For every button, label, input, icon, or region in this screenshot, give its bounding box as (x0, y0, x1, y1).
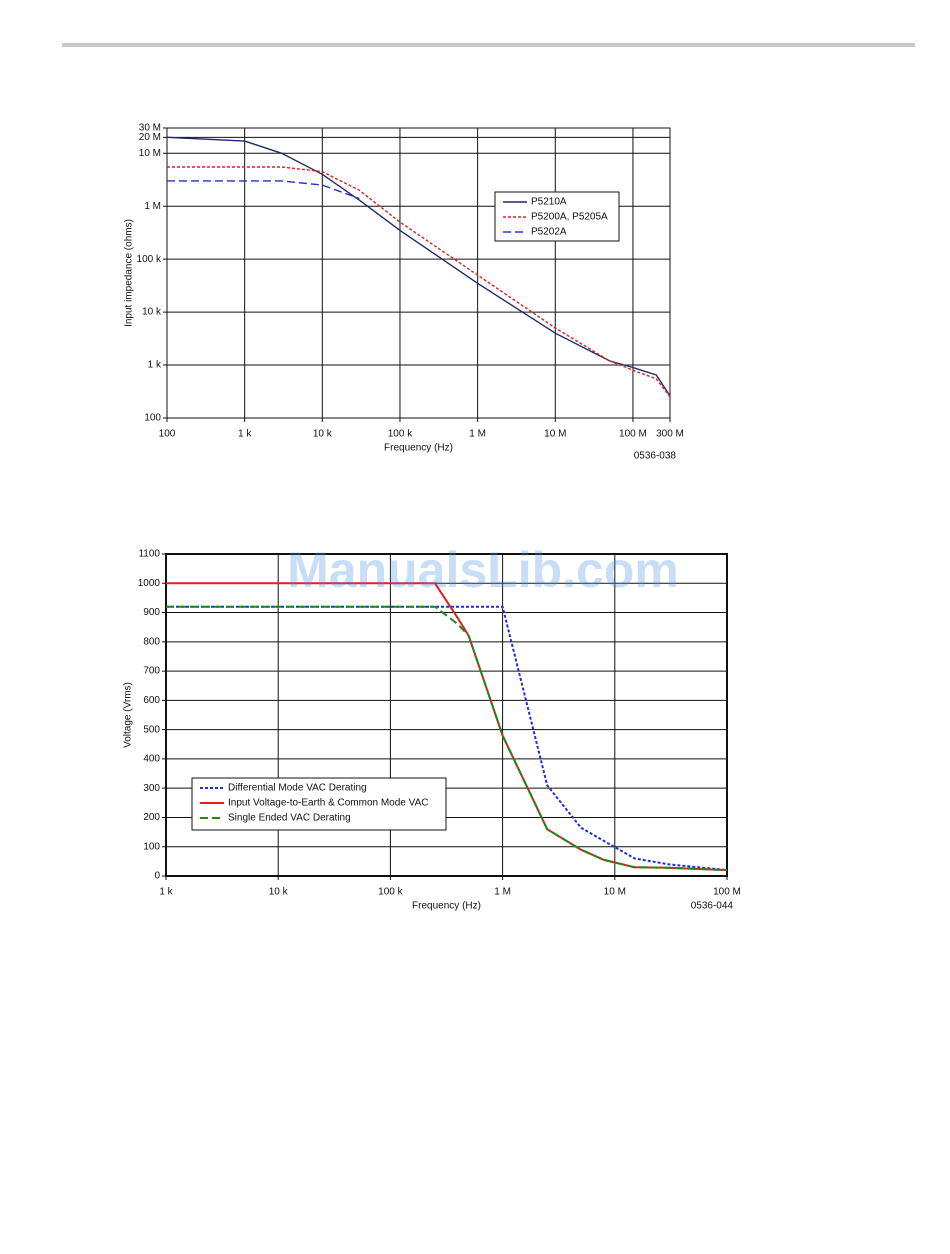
y-tick-label: 600 (143, 695, 160, 706)
y-tick-label: 10 k (142, 307, 162, 318)
legend-label: P5200A, P5205A (531, 212, 608, 223)
x-tick-label: 1 M (469, 429, 486, 440)
y-tick-label: 100 (144, 413, 161, 424)
y-tick-label: 1 M (144, 201, 161, 212)
y-tick-label: 200 (143, 812, 160, 823)
series-line (167, 180, 360, 200)
y-axis-label: Voltage (Vrms) (123, 682, 134, 748)
y-tick-label: 1 k (148, 360, 162, 371)
x-axis-label: Frequency (Hz) (384, 443, 453, 454)
y-tick-label: 30 M (139, 123, 161, 134)
legend-label: P5202A (531, 227, 567, 238)
watermark: ManualsLib.com (287, 542, 679, 598)
x-tick-label: 10 M (544, 429, 566, 440)
y-tick-label: 1100 (138, 549, 160, 560)
legend-box (494, 191, 620, 242)
x-tick-label: 100 k (388, 429, 413, 440)
plot-frame (166, 127, 671, 419)
x-tick-label: 1 M (494, 887, 511, 898)
y-tick-label: 900 (143, 607, 160, 618)
x-tick-label: 300 M (656, 429, 684, 440)
y-tick-label: 10 M (139, 148, 161, 159)
figure-code: 0536-044 (691, 901, 734, 912)
y-tick-label: 100 (143, 841, 160, 852)
header-rule (62, 43, 915, 47)
x-tick-label: 10 k (269, 887, 289, 898)
y-axis-label: Input impedance (ohms) (124, 219, 135, 327)
x-tick-label: 1 k (159, 887, 173, 898)
plot-frame (165, 553, 728, 877)
x-axis-label: Frequency (Hz) (412, 901, 481, 912)
y-tick-label: 1000 (138, 578, 161, 589)
y-tick-label: 100 k (137, 254, 162, 265)
series-line (166, 605, 728, 872)
y-tick-label: 20 M (139, 132, 161, 143)
series-line (166, 136, 671, 397)
x-tick-label: 10 M (604, 887, 626, 898)
series-line (167, 166, 671, 398)
series-line (166, 605, 728, 872)
x-tick-label: 100 M (713, 887, 741, 898)
x-tick-label: 100 k (378, 887, 403, 898)
figure-code: 0536-038 (634, 451, 677, 462)
legend-box (191, 777, 447, 831)
y-tick-label: 700 (143, 666, 160, 677)
x-tick-label: 10 k (313, 429, 333, 440)
legend-label: P5210A (531, 197, 567, 208)
x-tick-label: 100 (159, 429, 176, 440)
y-tick-label: 300 (143, 783, 160, 794)
y-tick-label: 400 (143, 754, 160, 765)
legend-label: Differential Mode VAC Derating (228, 783, 367, 794)
y-tick-label: 0 (154, 871, 160, 882)
x-tick-label: 1 k (238, 429, 252, 440)
legend-label: Single Ended VAC Derating (228, 813, 351, 824)
y-tick-label: 800 (143, 636, 160, 647)
y-tick-label: 500 (143, 724, 160, 735)
legend-label: Input Voltage-to-Earth & Common Mode VAC (228, 798, 428, 809)
x-tick-label: 100 M (619, 429, 647, 440)
